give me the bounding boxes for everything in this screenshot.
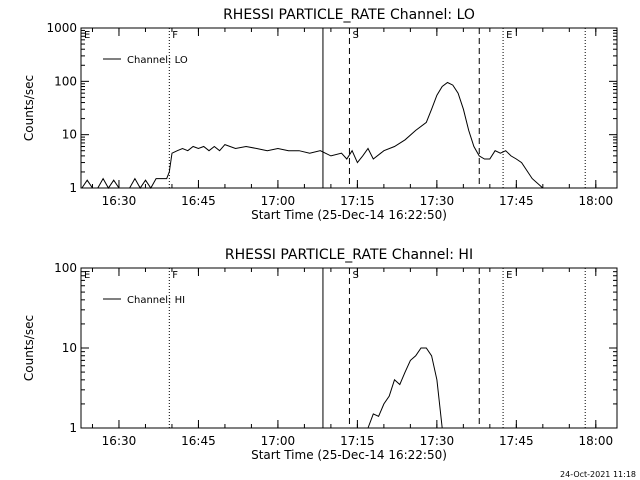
footer-timestamp: 24-Oct-2021 11:18 [560, 470, 636, 479]
y-axis-label: Counts/sec [22, 75, 36, 141]
series-line [81, 81, 575, 189]
x-tick-label: 16:45 [181, 194, 216, 208]
marker-label: F [172, 30, 178, 41]
marker-label: E [506, 270, 512, 281]
marker-label: E [84, 270, 90, 281]
chart-title: RHESSI PARTICLE_RATE Channel: LO [223, 7, 475, 23]
x-tick-label: 17:45 [499, 434, 534, 448]
x-tick-label: 17:15 [340, 434, 375, 448]
x-tick-label: 18:00 [579, 434, 614, 448]
x-tick-label: 16:45 [181, 434, 216, 448]
legend-label: Channel: LO [127, 55, 188, 66]
x-tick-label: 17:15 [340, 194, 375, 208]
chart-title: RHESSI PARTICLE_RATE Channel: HI [225, 247, 473, 263]
marker-label: E [506, 30, 512, 41]
y-axis-label: Counts/sec [22, 315, 36, 381]
y-tick-label: 1 [69, 181, 77, 195]
x-axis-label: Start Time (25-Dec-14 16:22:50) [251, 448, 447, 462]
y-tick-label: 10 [62, 128, 77, 142]
y-tick-label: 10 [62, 341, 77, 355]
chart-panel-2: RHESSI PARTICLE_RATE Channel: HI 16:30 16:… [22, 247, 618, 462]
x-tick-label: 16:30 [102, 194, 137, 208]
legend-label: Channel: HI [127, 295, 185, 306]
y-tick-label: 1 [69, 421, 77, 435]
x-tick-label: 18:00 [579, 194, 614, 208]
x-tick-label: 17:30 [420, 194, 455, 208]
x-tick-label: 17:00 [261, 194, 296, 208]
x-tick-label: 16:30 [102, 434, 137, 448]
marker-label: S [352, 30, 358, 41]
y-tick-label: 100 [54, 261, 77, 275]
y-tick-label: 1000 [46, 21, 77, 35]
marker-label: S [352, 270, 358, 281]
x-axis-label: Start Time (25-Dec-14 16:22:50) [251, 208, 447, 222]
marker-label: E [84, 30, 90, 41]
marker-label: F [172, 270, 178, 281]
series-line [367, 347, 443, 429]
x-tick-label: 17:00 [261, 434, 296, 448]
x-tick-label: 17:30 [420, 434, 455, 448]
chart-panel-1: RHESSI PARTICLE_RATE Channel: LO 16:30 16:… [22, 7, 618, 222]
x-tick-label: 17:45 [499, 194, 534, 208]
y-tick-label: 100 [54, 74, 77, 88]
